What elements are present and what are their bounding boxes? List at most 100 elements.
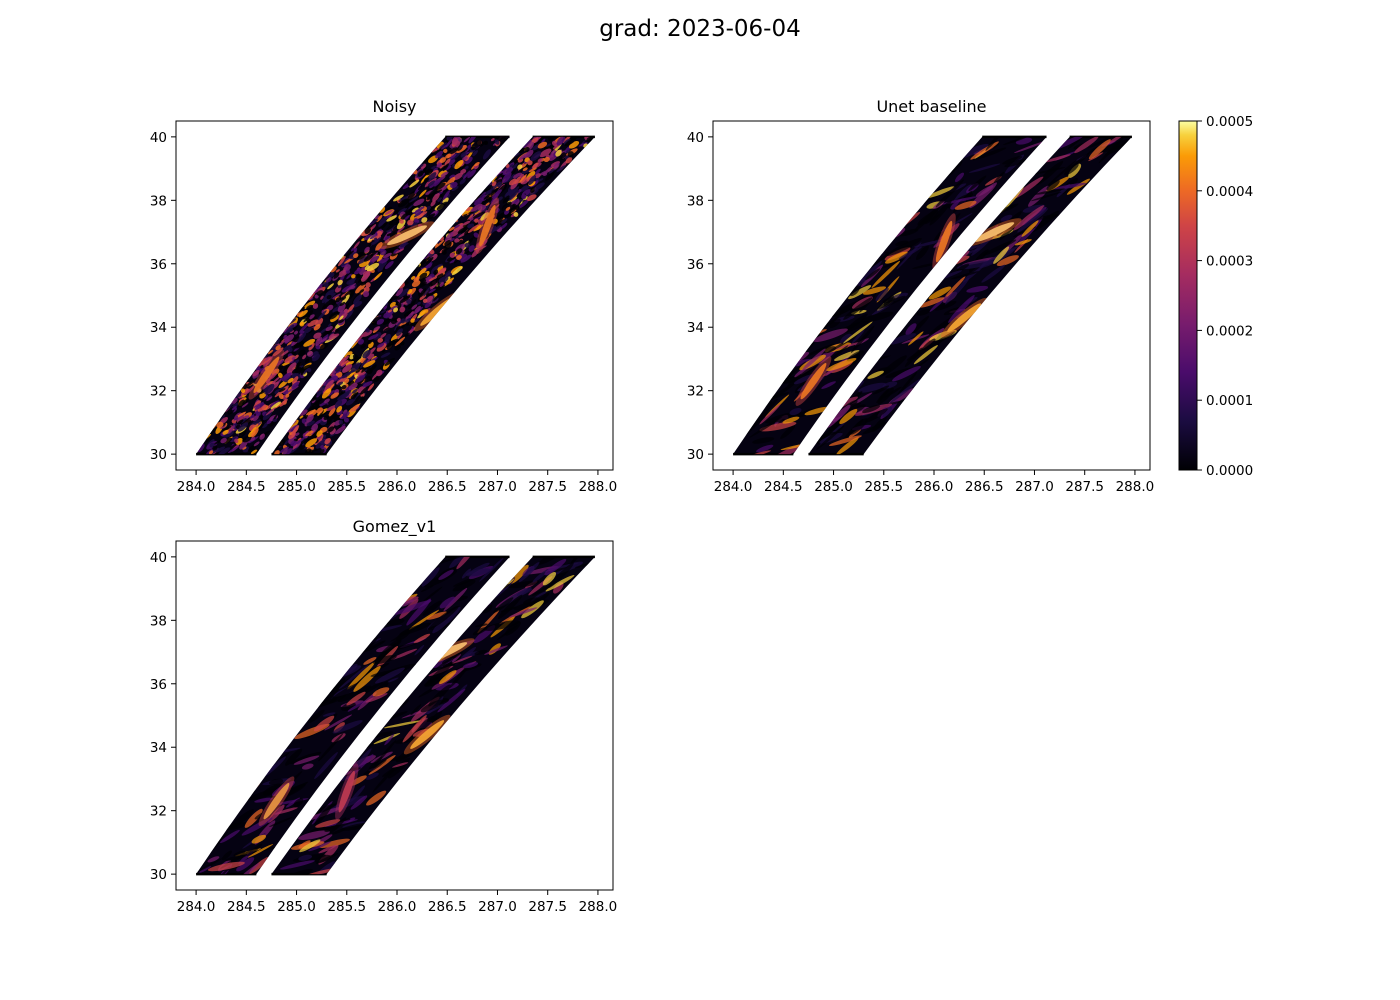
texture-speck <box>303 300 316 309</box>
texture-filament <box>881 257 911 269</box>
texture-speck <box>396 287 404 297</box>
panel-2: 284.0 284.5 285.0 285.5 286.0 286.5 287.0 287.5… <box>150 517 617 915</box>
texture-speck <box>474 161 480 167</box>
y-tick-label: 30 <box>150 447 167 463</box>
axes-frame <box>175 120 614 471</box>
texture-filament <box>862 422 887 435</box>
texture-filament <box>1034 188 1065 195</box>
texture-speck <box>298 309 308 318</box>
texture-filament <box>338 665 369 690</box>
texture-speck <box>287 328 294 333</box>
texture-speck <box>417 170 424 177</box>
texture-speck <box>299 323 309 333</box>
texture-speck <box>429 179 438 189</box>
texture-speck <box>312 303 319 309</box>
texture-speck <box>406 260 415 270</box>
texture-speck <box>463 136 471 143</box>
texture-speck <box>383 305 388 310</box>
texture-speck <box>427 180 436 187</box>
texture-speck <box>464 229 470 236</box>
texture-speck <box>444 239 452 246</box>
texture-filament <box>452 655 473 664</box>
texture-speck <box>218 447 231 455</box>
texture-speck <box>387 242 399 252</box>
texture-speck <box>308 405 315 413</box>
texture-filament <box>886 237 922 257</box>
texture-filament <box>966 285 989 293</box>
texture-speck <box>460 151 467 158</box>
texture-speck <box>345 283 356 292</box>
texture-filament <box>801 348 826 371</box>
texture-filament <box>856 260 882 288</box>
texture-speck <box>360 358 369 369</box>
texture-filament <box>516 588 533 597</box>
texture-speck <box>229 437 237 442</box>
texture-speck <box>360 276 371 286</box>
texture-speck <box>496 181 503 188</box>
texture-speck <box>545 143 552 147</box>
texture-speck <box>578 142 588 147</box>
texture-filament <box>929 331 956 348</box>
gradient-feature-halo <box>258 776 295 826</box>
texture-speck <box>375 205 382 210</box>
texture-filament <box>350 795 368 810</box>
texture-filament <box>944 277 970 305</box>
texture-speck <box>299 415 304 419</box>
texture-filament <box>954 172 965 183</box>
texture-speck <box>380 352 391 358</box>
texture-speck <box>428 288 436 294</box>
texture-speck <box>397 207 408 215</box>
y-tick-label: 40 <box>687 130 704 146</box>
texture-speck <box>319 342 329 350</box>
texture-filament <box>307 709 325 724</box>
x-tick-label: 286.0 <box>915 479 954 495</box>
texture-filament <box>384 734 394 746</box>
texture-filament <box>279 860 315 870</box>
texture-speck <box>323 265 329 270</box>
gradient-feature <box>253 356 280 393</box>
texture-speck <box>287 377 294 384</box>
texture-speck <box>467 223 472 229</box>
texture-speck <box>483 140 489 146</box>
texture-speck <box>361 330 373 337</box>
y-tick-label: 36 <box>687 257 704 273</box>
texture-speck <box>426 172 437 183</box>
texture-speck <box>426 189 436 201</box>
texture-speck <box>547 136 554 142</box>
texture-speck <box>361 271 371 282</box>
texture-filament <box>542 572 557 586</box>
texture-filament <box>1068 163 1082 178</box>
texture-filament <box>916 309 931 316</box>
texture-filament <box>441 655 454 664</box>
texture-speck <box>272 347 284 357</box>
texture-filament <box>875 287 889 302</box>
texture-speck <box>428 282 433 287</box>
colorbar-gradient <box>1178 120 1198 471</box>
texture-filament <box>1064 163 1079 176</box>
texture-speck <box>454 140 461 147</box>
swath-texture <box>808 136 1132 455</box>
texture-filament <box>234 863 260 875</box>
texture-speck <box>290 440 297 447</box>
texture-filament <box>1035 214 1060 220</box>
texture-speck <box>532 137 543 147</box>
texture-filament <box>826 358 857 372</box>
texture-speck <box>335 425 346 435</box>
texture-speck <box>357 318 369 326</box>
texture-filament <box>421 567 440 587</box>
texture-speck <box>564 146 571 154</box>
texture-filament <box>394 600 432 615</box>
texture-speck <box>294 436 306 446</box>
texture-speck <box>417 301 421 306</box>
texture-speck <box>508 193 517 201</box>
texture-speck <box>223 437 233 444</box>
texture-speck <box>494 139 500 145</box>
texture-speck <box>530 151 542 162</box>
texture-speck <box>492 225 502 232</box>
texture-speck <box>435 263 443 268</box>
texture-filament <box>438 569 454 580</box>
texture-speck <box>333 273 340 279</box>
gradient-feature <box>800 363 827 400</box>
texture-speck <box>252 370 260 377</box>
texture-speck <box>485 202 490 206</box>
